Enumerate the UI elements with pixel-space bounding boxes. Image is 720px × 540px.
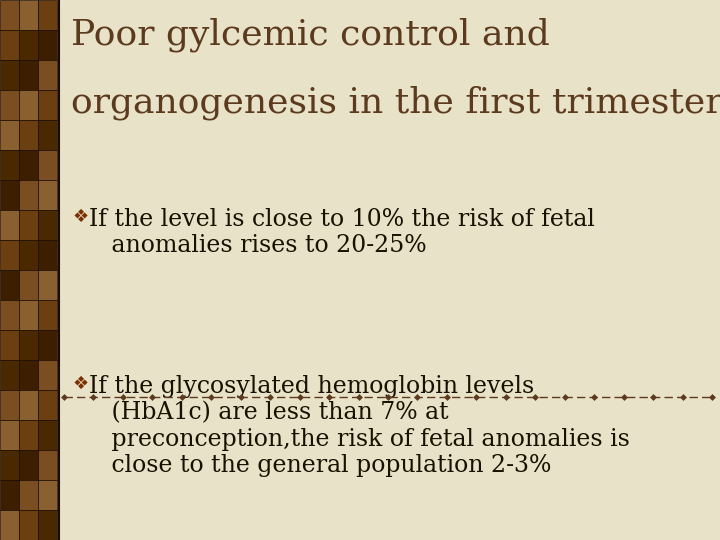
Text: (HbA1c) are less than 7% at: (HbA1c) are less than 7% at	[89, 402, 449, 424]
Text: ❖: ❖	[73, 375, 89, 393]
Bar	[19, 210, 38, 240]
Text: close to the general population 2-3%: close to the general population 2-3%	[89, 454, 552, 477]
Bar	[0, 270, 19, 300]
Bar	[0, 0, 19, 30]
Bar	[19, 480, 38, 510]
Bar	[0, 90, 19, 120]
Bar	[38, 450, 57, 480]
Bar	[19, 450, 38, 480]
Bar	[38, 60, 57, 90]
Bar	[0, 150, 19, 180]
Bar	[38, 90, 57, 120]
Bar	[38, 360, 57, 390]
Bar	[19, 390, 38, 420]
Bar	[38, 300, 57, 330]
Bar	[19, 240, 38, 270]
Bar	[19, 510, 38, 540]
Bar	[19, 0, 38, 30]
Bar	[0, 240, 19, 270]
Bar	[38, 120, 57, 150]
Text: Poor gylcemic control and: Poor gylcemic control and	[71, 18, 550, 52]
Bar	[19, 150, 38, 180]
Text: preconception,the risk of fetal anomalies is: preconception,the risk of fetal anomalie…	[89, 428, 630, 451]
Bar	[38, 270, 57, 300]
Bar	[0, 510, 19, 540]
Bar	[0, 480, 19, 510]
Bar	[38, 510, 57, 540]
Bar	[0, 300, 19, 330]
Bar	[19, 360, 38, 390]
Bar	[38, 240, 57, 270]
Bar	[38, 180, 57, 210]
Bar	[0, 450, 19, 480]
Text: If the level is close to 10% the risk of fetal: If the level is close to 10% the risk of…	[89, 208, 595, 231]
Text: If the glycosylated hemoglobin levels: If the glycosylated hemoglobin levels	[89, 375, 534, 399]
Text: ❖: ❖	[73, 208, 89, 226]
Bar	[0, 390, 19, 420]
Bar	[19, 90, 38, 120]
Bar	[0, 30, 19, 60]
Bar	[38, 330, 57, 360]
Bar	[0, 420, 19, 450]
Bar	[0, 330, 19, 360]
Bar	[19, 120, 38, 150]
Bar	[38, 0, 57, 30]
Bar	[38, 150, 57, 180]
Bar	[38, 390, 57, 420]
Bar	[19, 270, 38, 300]
Bar	[0, 60, 19, 90]
Bar	[19, 180, 38, 210]
Bar	[38, 420, 57, 450]
Bar	[0, 360, 19, 390]
Bar	[19, 420, 38, 450]
Bar	[19, 300, 38, 330]
Bar	[19, 330, 38, 360]
Bar	[38, 210, 57, 240]
Bar	[38, 480, 57, 510]
Bar	[38, 30, 57, 60]
Bar	[0, 120, 19, 150]
Bar	[0, 210, 19, 240]
Text: organogenesis in the first trimester: organogenesis in the first trimester	[71, 86, 720, 120]
Bar	[19, 30, 38, 60]
Text: anomalies rises to 20-25%: anomalies rises to 20-25%	[89, 234, 427, 257]
Bar	[0, 180, 19, 210]
Bar	[19, 60, 38, 90]
